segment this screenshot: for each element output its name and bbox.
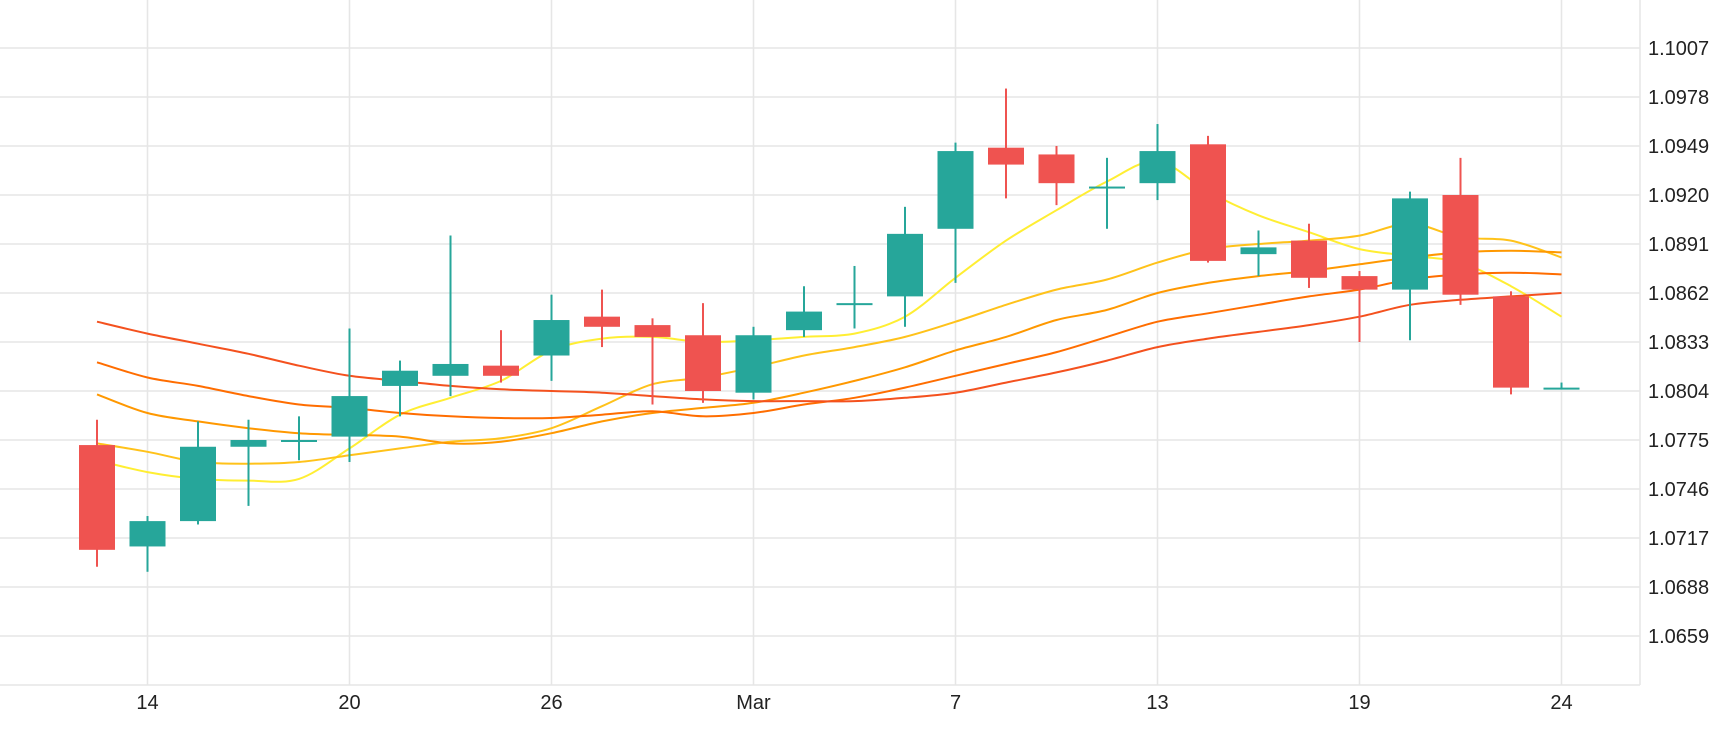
- candle: [1493, 291, 1529, 395]
- candle: [1341, 271, 1378, 342]
- candle-body: [1291, 240, 1327, 278]
- moving-average-line-1: [96, 160, 1563, 483]
- candle: [1291, 223, 1327, 288]
- candle: [129, 516, 166, 572]
- candle: [735, 326, 772, 400]
- candle-body: [584, 316, 620, 327]
- candle: [281, 416, 317, 461]
- y-tick-label: 1.0746: [1648, 479, 1709, 501]
- candle: [483, 330, 519, 383]
- candle-body: [1038, 154, 1075, 184]
- candle: [382, 360, 418, 417]
- candle: [1392, 191, 1428, 341]
- candle: [230, 419, 267, 506]
- candle: [1190, 135, 1226, 263]
- candle-body: [786, 311, 822, 331]
- candle-body: [230, 440, 267, 447]
- candle-body: [281, 440, 317, 442]
- candles: [79, 88, 1580, 572]
- x-tick-label: 24: [1550, 692, 1572, 714]
- grid-lines: [0, 0, 1641, 686]
- axes: 1.1007 1.0978 1.0949 1.0920 1.0891 1.0862 1.08…: [136, 38, 1709, 714]
- candle: [1038, 146, 1075, 206]
- x-tick-label: 14: [136, 692, 158, 714]
- candle-body: [634, 325, 671, 337]
- moving-average-line-2: [96, 222, 1562, 465]
- moving-average-lines: [96, 160, 1563, 483]
- candle-body: [1442, 195, 1479, 295]
- x-tick-label: 19: [1348, 692, 1370, 714]
- candle-body: [382, 370, 418, 386]
- x-tick-label: 13: [1146, 692, 1168, 714]
- candle: [685, 303, 721, 403]
- candle: [584, 289, 620, 348]
- y-tick-label: 1.0862: [1648, 283, 1709, 305]
- candle: [1089, 157, 1125, 229]
- candle: [786, 286, 822, 337]
- y-tick-label: 1.0978: [1648, 87, 1709, 109]
- candle-body: [129, 521, 166, 547]
- y-tick-label: 1.1007: [1648, 38, 1709, 60]
- candle: [836, 265, 873, 329]
- candle-body: [735, 335, 772, 393]
- y-tick-label: 1.0949: [1648, 136, 1709, 158]
- candle-body: [1543, 387, 1580, 390]
- candle-body: [1392, 198, 1428, 290]
- candle: [331, 328, 368, 462]
- candle: [1139, 124, 1176, 201]
- y-tick-label: 1.0717: [1648, 528, 1709, 550]
- y-tick-label: 1.0833: [1648, 332, 1709, 354]
- candle-body: [331, 396, 368, 437]
- candle-body: [685, 335, 721, 391]
- candle: [634, 318, 671, 405]
- candle-body: [1139, 151, 1176, 184]
- moving-average-line-5: [96, 292, 1562, 403]
- candle: [79, 419, 115, 567]
- candle-body: [432, 363, 469, 376]
- candle-body: [533, 320, 570, 356]
- candle-body: [937, 151, 974, 229]
- candle-body: [1089, 186, 1125, 189]
- candle-body: [1493, 296, 1529, 388]
- candle-body: [483, 365, 519, 376]
- candle-body: [836, 303, 873, 306]
- x-tick-label: 26: [540, 692, 562, 714]
- moving-average-line-4: [96, 271, 1562, 420]
- candle: [937, 142, 974, 283]
- candle: [1543, 382, 1580, 390]
- y-tick-label: 1.0891: [1648, 234, 1709, 256]
- candle-body: [1341, 276, 1378, 290]
- candle: [887, 206, 923, 327]
- x-tick-label: Mar: [736, 692, 771, 714]
- y-tick-label: 1.0688: [1648, 577, 1709, 599]
- candle: [180, 421, 216, 525]
- y-tick-label: 1.0804: [1648, 381, 1709, 403]
- y-tick-label: 1.0775: [1648, 430, 1709, 452]
- candle: [533, 294, 570, 381]
- candle-body: [988, 147, 1024, 165]
- x-tick-label: 7: [950, 692, 961, 714]
- candle: [432, 235, 469, 397]
- x-tick-label: 20: [338, 692, 360, 714]
- candle-body: [180, 446, 216, 522]
- candle-body: [1240, 247, 1277, 255]
- y-tick-label: 1.0920: [1648, 185, 1709, 207]
- candle-body: [1190, 144, 1226, 261]
- candle-body: [79, 445, 115, 550]
- y-tick-label: 1.0659: [1648, 626, 1709, 648]
- candle: [1442, 157, 1479, 305]
- candle-body: [887, 233, 923, 297]
- candle: [1240, 230, 1277, 277]
- candle: [988, 88, 1024, 199]
